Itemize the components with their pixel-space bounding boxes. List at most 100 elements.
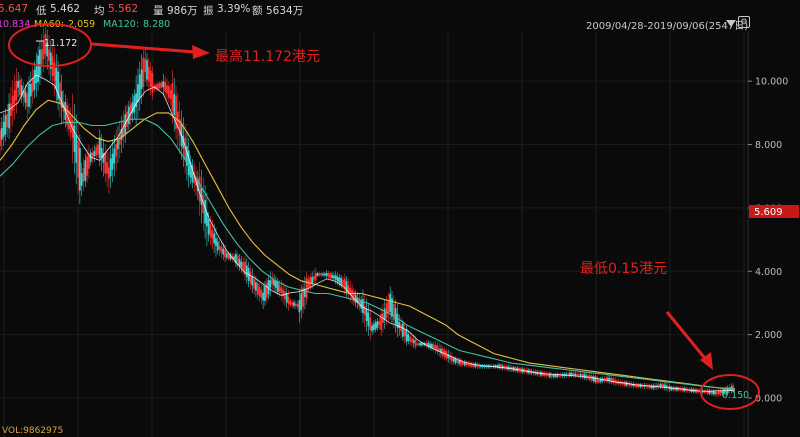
candle-body [167, 86, 170, 98]
candle-body [46, 42, 49, 57]
candle-body [625, 381, 628, 386]
candle-body [254, 282, 257, 291]
low-value: 5.462 [50, 3, 81, 15]
candle-body [153, 85, 156, 90]
candle-body [650, 385, 653, 388]
candle-body [474, 363, 477, 368]
candle-body [387, 300, 390, 313]
candle-body [97, 144, 99, 155]
candle-body [470, 362, 473, 367]
candle-body [583, 373, 586, 379]
candle-body [271, 277, 274, 284]
candle-body [40, 48, 43, 64]
candle-body [31, 78, 34, 92]
candle-body [200, 188, 203, 205]
candle-body [278, 284, 281, 293]
y-tick-label: 8.000 [755, 140, 782, 151]
candle-body [458, 360, 461, 364]
candle-body [648, 384, 651, 389]
low-value-label: 0.150 [722, 390, 749, 401]
candle-body [403, 329, 406, 337]
candle-body [461, 362, 464, 365]
quote-bar: 5.647 低 5.462 均 5.562 量 986万 振 3.39% 额 5… [0, 0, 800, 18]
candle-body [198, 176, 201, 202]
candle-body [411, 338, 413, 343]
candle-body [28, 83, 30, 107]
candle-body [543, 372, 546, 376]
candle-body [15, 80, 18, 101]
dropdown-triangle-icon[interactable] [726, 20, 736, 27]
candle-body [287, 296, 290, 304]
candle-body [138, 74, 141, 98]
candle-body [251, 276, 254, 286]
candle-body [20, 85, 23, 96]
candle-body [80, 173, 83, 186]
candle-body [362, 299, 364, 314]
candle-body [643, 385, 646, 387]
candle-body [276, 281, 279, 292]
candle-body [189, 162, 192, 178]
candle-body [363, 305, 366, 316]
amt-value: 5634万 [266, 5, 304, 17]
candle-body [60, 91, 63, 108]
candle-body [204, 199, 206, 224]
candle-body [100, 147, 103, 158]
candle-body [186, 146, 188, 166]
candle-body [262, 292, 265, 301]
candle-body [596, 377, 598, 383]
candle-body [376, 321, 379, 328]
candle-body [336, 276, 339, 282]
candle-body [715, 392, 718, 395]
candle-body [360, 299, 363, 309]
price-tag-text: 5.609 [754, 207, 783, 218]
candle-body [264, 285, 266, 301]
candle-body [327, 273, 330, 278]
candle-body [129, 104, 132, 119]
y-tick-label: 10.000 [755, 77, 788, 88]
candle-body [503, 366, 506, 369]
candle-body [599, 378, 602, 383]
candle-body [314, 273, 317, 280]
candle-body [122, 121, 125, 137]
candle-body [160, 82, 163, 88]
candle-body [294, 303, 297, 306]
candle-body [367, 312, 370, 327]
candle-body [298, 300, 301, 313]
candle-body [169, 90, 172, 99]
candle-body [590, 375, 593, 381]
candle-body [445, 351, 448, 359]
candle-body [714, 391, 716, 395]
candle-body [131, 102, 134, 114]
candle-body [670, 386, 673, 391]
candle-body [371, 325, 373, 332]
candle-body [427, 342, 430, 347]
candle-body [0, 128, 3, 140]
candle-body [265, 282, 268, 298]
date-range[interactable]: 2009/04/28-2019/09/06(2547日) [586, 21, 749, 32]
amp-value: 3.39% [217, 3, 251, 15]
candle-body [2, 122, 5, 137]
candle-body [284, 291, 286, 300]
candle-body [256, 283, 259, 295]
candle-body [171, 83, 174, 111]
settings-icon[interactable]: ⚙ [738, 16, 750, 28]
candle-body [104, 152, 107, 174]
candle-body [182, 135, 185, 149]
candle-body [472, 363, 475, 367]
candle-body [82, 168, 85, 182]
candle-body [594, 376, 597, 382]
candle-body [665, 385, 667, 389]
candle-body [291, 302, 294, 305]
low-arrow-head [700, 352, 713, 370]
high-arrow-head [192, 45, 210, 59]
candle-body [155, 84, 157, 90]
candle-body [137, 84, 139, 103]
open-value: 5.647 [0, 3, 29, 15]
candle-body [552, 374, 555, 378]
candle-body [91, 152, 94, 159]
candle-body [416, 343, 419, 345]
candle-body [338, 277, 341, 283]
candle-body [88, 154, 90, 169]
candle-body [432, 344, 435, 349]
